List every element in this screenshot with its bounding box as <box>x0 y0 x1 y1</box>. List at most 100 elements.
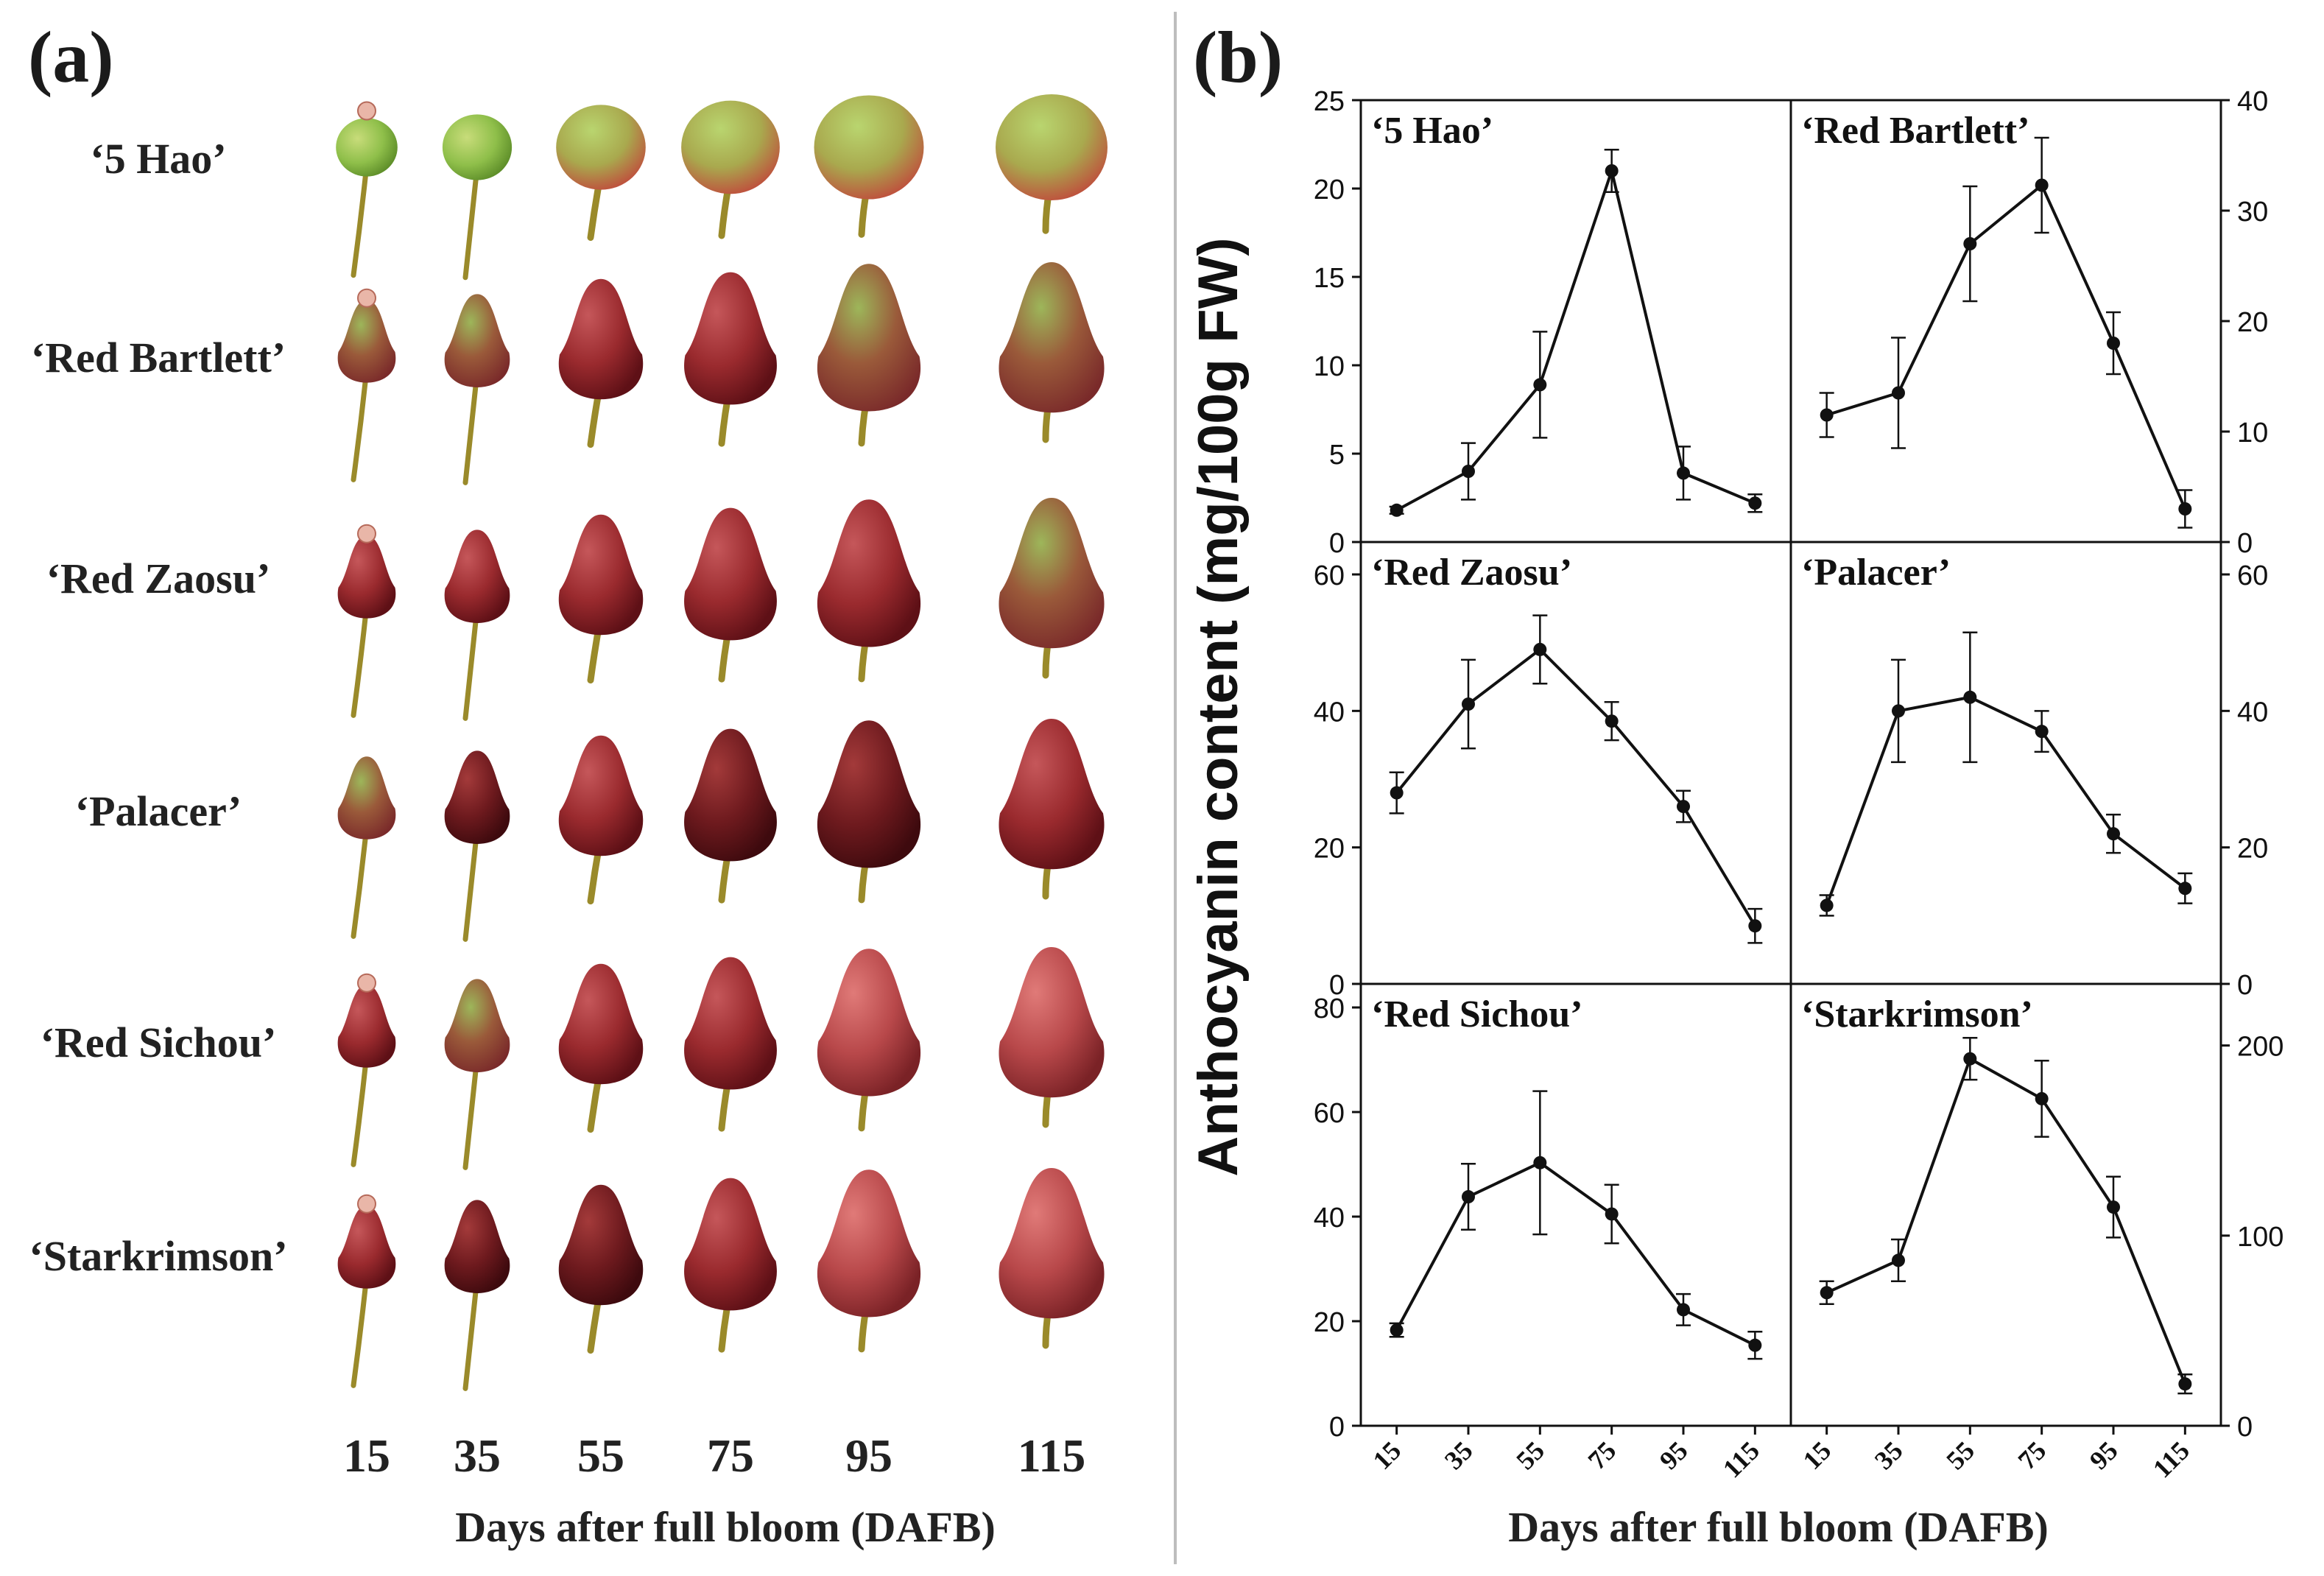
x-tick-label: 115 <box>1717 1435 1765 1483</box>
day-label-15: 15 <box>343 1429 390 1482</box>
x-tick-label: 35 <box>1439 1435 1479 1475</box>
y-tick-label: 0 <box>1329 970 1345 1001</box>
y-tick-label: 20 <box>1314 834 1345 865</box>
chart-frame <box>1359 982 1792 1427</box>
y-tick-label: 40 <box>1314 697 1345 728</box>
data-point <box>1462 697 1475 711</box>
fruit-starkrimson-day-15 <box>337 1194 396 1388</box>
x-tick-label: 75 <box>2013 1435 2052 1475</box>
fruit-red-bartlett-day-35 <box>444 294 510 485</box>
anthocyanin-line-charts: ‘5 Hao’ 0 5 10 15 20 25 ‘Red Bartlett’ 0 10 20 30 40… <box>1187 86 2283 1483</box>
fruit-red-zaosu-day-75 <box>684 507 777 683</box>
data-point <box>1462 465 1475 478</box>
data-point <box>1892 704 1905 718</box>
day-label-95: 95 <box>845 1429 892 1482</box>
chart-palacer: ‘Palacer’ 0 20 40 60 <box>1789 541 2268 1001</box>
fruit-palacer-day-95 <box>817 720 921 904</box>
day-label-115: 115 <box>1017 1429 1086 1482</box>
day-label-55: 55 <box>577 1429 624 1482</box>
data-point <box>1533 1155 1547 1169</box>
data-point <box>1963 237 1977 250</box>
y-tick-label: 100 <box>2237 1222 2283 1253</box>
y-tick-label: 20 <box>2237 307 2268 338</box>
cultivar-label-red-zaosu: ‘Red Zaosu’ <box>46 555 271 602</box>
y-tick-label: 25 <box>1314 86 1345 117</box>
fruit-red-bartlett-day-115 <box>999 262 1105 443</box>
y-tick-label: 60 <box>2237 560 2268 591</box>
data-point <box>2178 1377 2192 1391</box>
cultivar-label-starkrimson: ‘Starkrimson’ <box>29 1232 288 1280</box>
chart-title: ‘5 Hao’ <box>1371 110 1493 152</box>
data-point <box>1748 496 1762 510</box>
y-tick-label: 0 <box>2237 1412 2253 1443</box>
panel-a-label: (a) <box>28 16 114 98</box>
fruit-red-bartlett-day-95 <box>817 264 921 447</box>
data-point <box>1820 1286 1834 1300</box>
data-point <box>1390 786 1404 800</box>
fruit-starkrimson-day-35 <box>444 1200 510 1391</box>
y-tick-label: 5 <box>1329 440 1345 471</box>
data-point <box>2178 502 2192 516</box>
data-point <box>1748 1338 1762 1352</box>
cultivar-label-red-bartlett: ‘Red Bartlett’ <box>30 334 286 381</box>
data-point <box>1820 898 1834 912</box>
fruit-red-sichou-day-115 <box>999 947 1105 1128</box>
x-tick-label: 15 <box>1797 1435 1837 1475</box>
cultivar-label-red-sichou: ‘Red Sichou’ <box>40 1019 277 1066</box>
chart-red-bartlett: ‘Red Bartlett’ 0 10 20 30 40 <box>1789 86 2268 559</box>
y-tick-label: 20 <box>1314 175 1345 205</box>
data-point <box>2035 725 2049 739</box>
chart-title: ‘Palacer’ <box>1801 552 1951 594</box>
fruit-palacer-day-115 <box>999 719 1105 900</box>
fruit-palacer-day-55 <box>558 735 644 905</box>
y-tick-label: 0 <box>1329 1412 1345 1443</box>
fruit-red-zaosu-day-55 <box>558 514 644 684</box>
fruit-starkrimson-day-95 <box>817 1169 921 1353</box>
data-point <box>1677 466 1690 480</box>
data-point <box>1605 714 1619 728</box>
day-label-35: 35 <box>454 1429 501 1482</box>
y-tick-label: 10 <box>1314 351 1345 382</box>
data-point <box>2107 337 2120 350</box>
chart-red-zaosu: ‘Red Zaosu’ 0 20 40 60 <box>1314 541 1792 1001</box>
data-point <box>1533 642 1547 656</box>
fruit-red-zaosu-day-35 <box>444 530 510 721</box>
day-label-75: 75 <box>707 1429 754 1482</box>
y-tick-label: 20 <box>2237 834 2268 865</box>
series-line <box>1826 183 2187 510</box>
panel-a-xaxis-title: Days after full bloom (DAFB) <box>455 1503 996 1551</box>
fruit-red-sichou-day-15 <box>337 973 396 1167</box>
chart-frame <box>1359 99 1792 543</box>
fruit-5-hao-day-55 <box>556 105 646 242</box>
y-tick-label: 0 <box>2237 970 2253 1001</box>
chart-5-hao: ‘5 Hao’ 0 5 10 15 20 25 <box>1314 86 1792 559</box>
x-tick-label: 95 <box>2084 1435 2124 1475</box>
y-tick-label: 30 <box>2237 197 2268 228</box>
y-axis-title: Anthocyanin content (mg/100g FW) <box>1187 237 1250 1176</box>
fruit-red-sichou-day-75 <box>684 957 777 1132</box>
y-tick-label: 80 <box>1314 993 1345 1024</box>
series-line <box>1395 1161 1756 1347</box>
fruit-5-hao-day-35 <box>442 114 513 281</box>
cultivar-label-palacer: ‘Palacer’ <box>74 787 242 835</box>
y-tick-label: 60 <box>1314 560 1345 591</box>
x-tick-label: 75 <box>1582 1435 1622 1475</box>
y-tick-label: 15 <box>1314 263 1345 294</box>
fruit-red-bartlett-day-15 <box>337 288 396 482</box>
data-point <box>2178 882 2192 896</box>
y-tick-label: 60 <box>1314 1098 1345 1129</box>
x-tick-label: 35 <box>1869 1435 1909 1475</box>
chart-frame <box>1359 541 1792 985</box>
data-point <box>1390 503 1404 517</box>
fruit-starkrimson-day-115 <box>999 1168 1105 1349</box>
data-point <box>1605 164 1619 177</box>
data-point <box>2107 827 2120 841</box>
fruit-starkrimson-day-75 <box>684 1178 777 1353</box>
series-line <box>1395 647 1757 927</box>
data-point <box>1963 1052 1977 1066</box>
series-line <box>1395 165 1756 512</box>
fruit-starkrimson-day-55 <box>558 1184 644 1354</box>
x-tick-label: 55 <box>1510 1435 1550 1475</box>
panel-b-xaxis-title: Days after full bloom (DAFB) <box>1508 1503 2049 1551</box>
y-tick-label: 20 <box>1314 1307 1345 1338</box>
